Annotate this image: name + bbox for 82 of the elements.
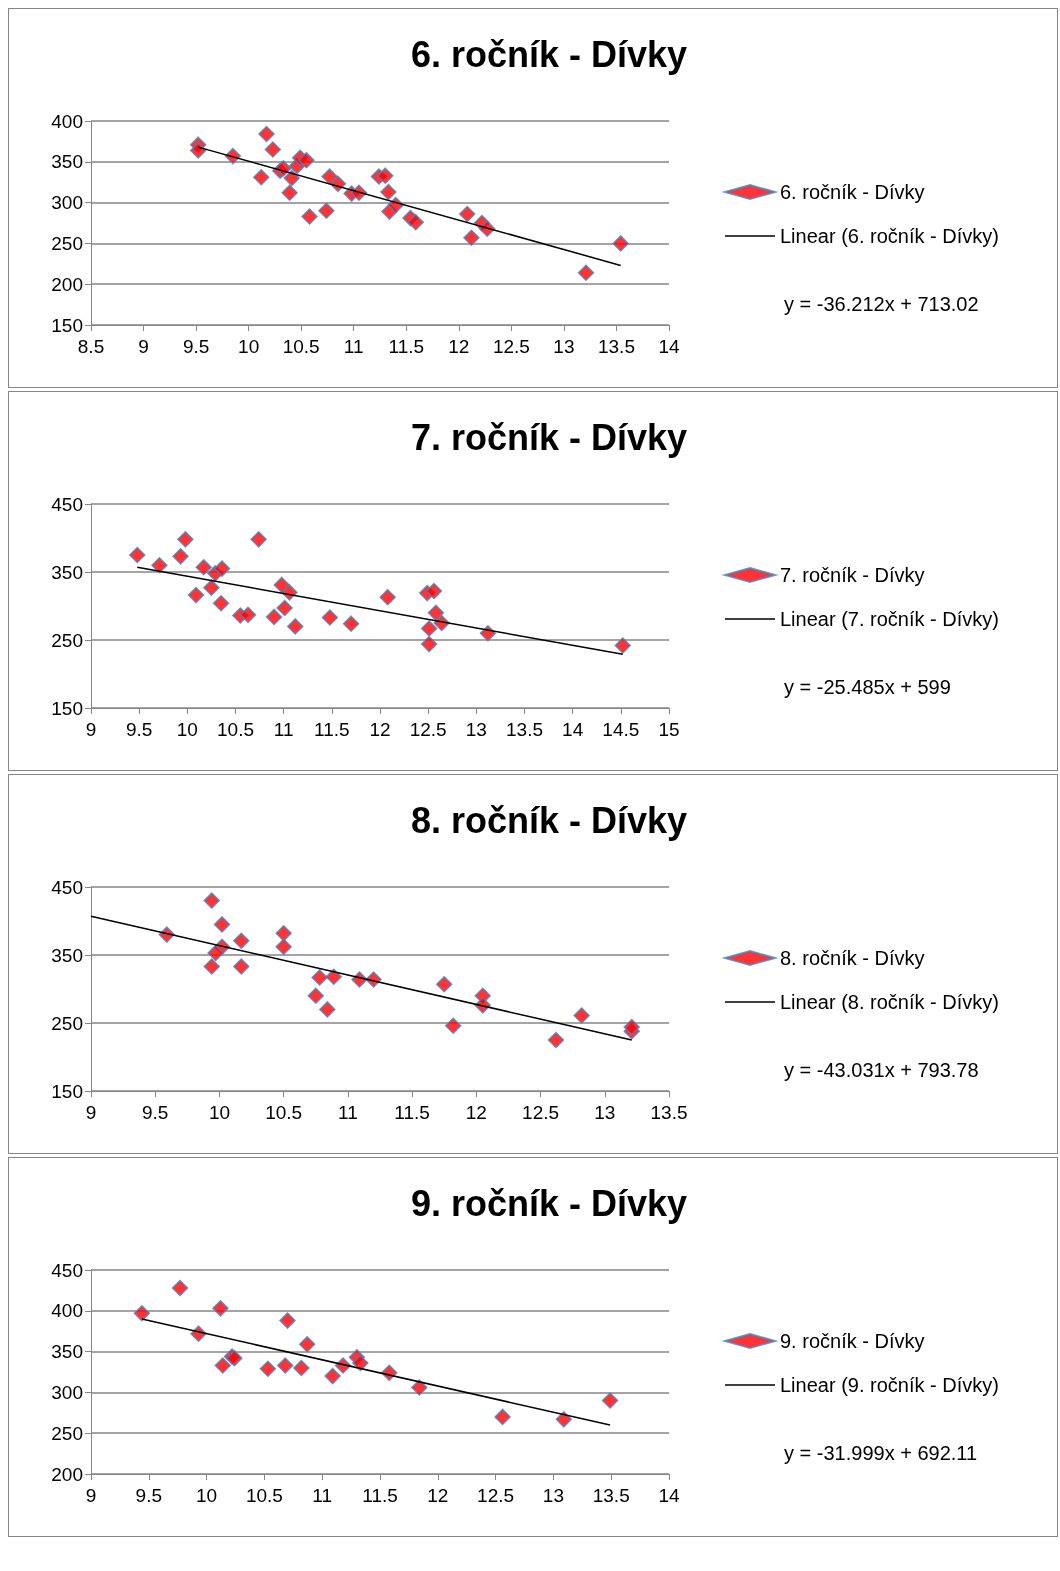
x-tick-label: 11 [312, 1485, 333, 1506]
x-tick-label: 10.5 [265, 1102, 303, 1123]
legend-label: 8. ročník - Dívky [780, 947, 925, 969]
x-tick-label: 11.5 [394, 1102, 430, 1123]
legend-label: Linear (6. ročník - Dívky) [780, 225, 999, 247]
x-tick-label: 13 [553, 336, 575, 357]
chart-title: 6. ročník - Dívky [410, 33, 688, 75]
x-tick-label: 10 [238, 336, 260, 357]
x-tick-label: 13.5 [592, 1485, 630, 1506]
x-tick-label: 9 [85, 719, 97, 740]
y-tick-label: 400 [51, 1300, 83, 1322]
text: y = -43.031x + 793.78 [784, 1059, 979, 1081]
x-tick-label: 10 [176, 719, 198, 740]
x-tick-label: 12 [369, 719, 391, 740]
x-tick-label: 13.5 [506, 719, 543, 740]
x-tick-label: 11.5 [388, 336, 425, 357]
x-tick-label: 12 [427, 1485, 449, 1506]
x-tick-label: 13 [594, 1102, 616, 1123]
x-tick-label: 9 [85, 1485, 97, 1506]
x-tick-label: 14 [658, 1485, 680, 1506]
legend-label: 9. ročník - Dívky [780, 1330, 925, 1352]
legend-label: 6. ročník - Dívky [780, 181, 925, 203]
y-tick-label: 300 [51, 192, 83, 214]
x-tick-label: 10.5 [245, 1485, 283, 1506]
y-tick-label: 350 [51, 944, 83, 966]
legend-label: Linear (9. ročník - Dívky) [780, 1374, 999, 1396]
x-tick-label: 10 [208, 1102, 231, 1123]
y-tick-label: 150 [51, 697, 83, 719]
x-tick-label: 12 [448, 336, 470, 357]
x-tick-label: 11 [273, 719, 294, 740]
y-tick-label: 200 [51, 1463, 83, 1485]
x-tick-label: 10.5 [282, 336, 320, 357]
chart-title: 7. ročník - Dívky [410, 416, 688, 458]
chart-title: 9. ročník - Dívky [410, 1182, 688, 1224]
y-tick-label: 250 [51, 1012, 83, 1034]
y-tick-label: 150 [51, 1080, 83, 1102]
x-tick-label: 11 [338, 1102, 358, 1123]
x-tick-label: 14.5 [602, 719, 640, 740]
y-tick-label: 350 [51, 151, 83, 173]
x-tick-label: 11 [343, 336, 364, 357]
y-tick-label: 250 [51, 1422, 83, 1444]
y-tick-label: 200 [51, 273, 83, 295]
x-tick-label: 13.5 [650, 1102, 688, 1123]
x-tick-label: 9.5 [142, 1102, 169, 1123]
x-tick-label: 9 [85, 1102, 97, 1123]
x-tick-label: 12.5 [409, 719, 447, 740]
x-tick-label: 9 [138, 336, 149, 357]
x-tick-label: 12.5 [522, 1102, 560, 1123]
legend-label: Linear (8. ročník - Dívky) [780, 991, 999, 1013]
x-tick-label: 13 [542, 1485, 564, 1506]
y-tick-label: 350 [51, 561, 83, 583]
x-tick-label: 15 [658, 719, 680, 740]
y-tick-label: 450 [51, 493, 83, 515]
x-tick-label: 10.5 [217, 719, 254, 740]
y-tick-label: 250 [51, 232, 83, 254]
x-tick-label: 13 [465, 719, 487, 740]
x-tick-label: 14 [658, 336, 680, 357]
x-tick-label: 13.5 [597, 336, 635, 357]
y-tick-label: 450 [51, 1259, 83, 1281]
y-tick-label: 400 [51, 110, 83, 132]
legend-label: 7. ročník - Dívky [780, 564, 925, 586]
x-tick-label: 9.5 [135, 1485, 163, 1506]
legend-label: Linear (7. ročník - Dívky) [780, 608, 999, 630]
text: y = -31.999x + 692.11 [784, 1442, 978, 1464]
y-tick-label: 450 [51, 876, 83, 898]
x-tick-label: 12 [465, 1102, 487, 1123]
x-tick-label: 8.5 [77, 336, 105, 357]
x-tick-label: 12.5 [477, 1485, 515, 1506]
x-tick-label: 9.5 [125, 719, 153, 740]
y-tick-label: 350 [51, 1341, 83, 1363]
text: y = -25.485x + 599 [784, 676, 951, 698]
y-tick-label: 250 [51, 629, 83, 651]
chart-title: 8. ročník - Dívky [410, 799, 688, 841]
x-tick-label: 9.5 [182, 336, 210, 357]
x-tick-label: 14 [562, 719, 584, 740]
y-tick-label: 300 [51, 1381, 83, 1403]
y-tick-label: 150 [51, 314, 83, 336]
x-tick-label: 12.5 [492, 336, 530, 357]
x-tick-label: 11.5 [362, 1485, 398, 1506]
text: y = -36.212x + 713.02 [784, 293, 979, 315]
x-tick-label: 11.5 [314, 719, 350, 740]
x-tick-label: 10 [196, 1485, 218, 1506]
